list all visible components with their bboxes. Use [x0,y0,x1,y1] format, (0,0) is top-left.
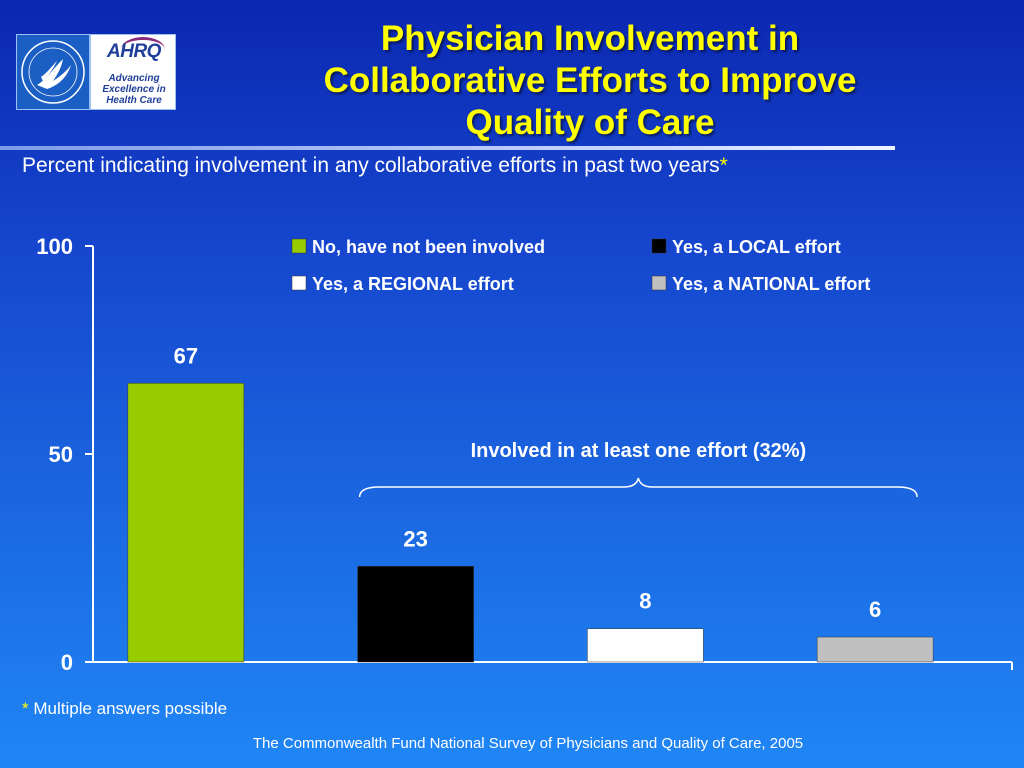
title-divider [0,146,895,150]
y-tick-label: 100 [36,234,73,259]
subtitle-text: Percent indicating involvement in any co… [22,154,720,177]
footnote: * Multiple answers possible [22,699,227,719]
legend-swatch [291,238,307,254]
subtitle-asterisk: * [719,154,728,177]
bar-value-label: 67 [174,343,198,368]
legend-swatch [651,238,667,254]
ahrq-tagline: Advancing Excellence in Health Care [93,73,175,106]
ahrq-tagline-line: Excellence in [102,84,166,95]
footnote-asterisk: * [22,699,29,718]
legend-label: Yes, a LOCAL effort [672,237,841,257]
footnote-text: Multiple answers possible [28,699,228,718]
ahrq-tagline-line: Health Care [106,95,162,106]
annotation-brace [358,477,918,498]
ahrq-tagline-line: Advancing [108,73,160,84]
hhs-eagle-seal-icon [21,40,85,104]
legend-swatch [291,275,307,291]
y-tick-label: 0 [61,650,73,675]
legend-label: Yes, a NATIONAL effort [672,274,870,294]
ahrq-logo: AHRQ Advancing Excellence in Health Care [90,34,176,110]
title-line: Collaborative Efforts to Improve [323,61,857,100]
bar-chart: 0 50 100 67 23 8 6 No, have not been involved Ye… [36,234,1013,675]
source-note: The Commonwealth Fund National Survey of… [252,735,804,752]
slide-title: Physician Involvement in Collaborative E… [190,18,990,144]
y-tick-label: 50 [49,442,73,467]
bar [127,383,245,663]
title-line: Physician Involvement in [380,19,800,58]
bar [587,628,704,663]
bar-value-label: 6 [869,597,881,622]
legend-label: No, have not been involved [312,237,545,257]
hhs-logo [16,34,90,110]
chart-subtitle: Percent indicating involvement in any co… [22,154,1012,178]
ahrq-wordmark: AHRQ [107,41,161,62]
bar-value-label: 8 [639,589,651,614]
legend-swatch [651,275,667,291]
bar [816,636,934,663]
title-line: Quality of Care [465,103,715,142]
legend-label: Yes, a REGIONAL effort [312,274,514,294]
bar-value-label: 23 [403,526,427,551]
ahrq-swoosh-icon [121,37,165,62]
annotation-label: Involved in at least one effort (32%) [471,440,807,462]
bar [357,566,474,663]
